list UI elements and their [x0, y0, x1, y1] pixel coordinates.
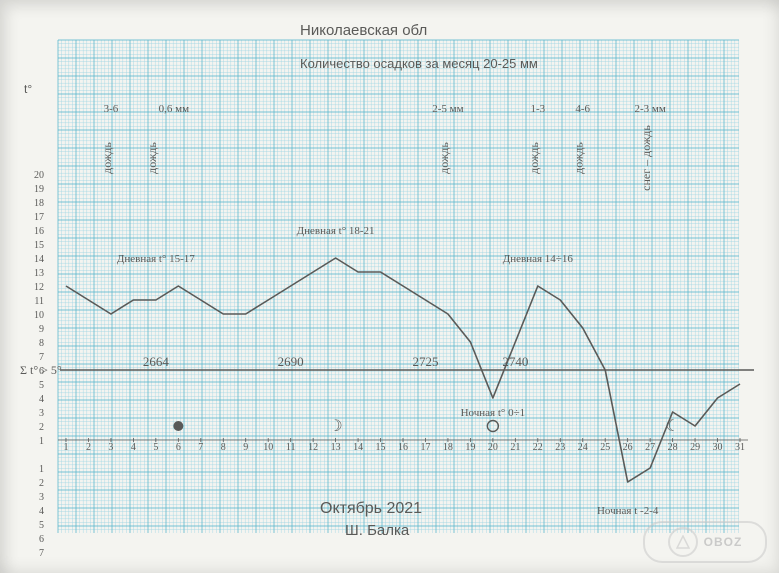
svg-text:9: 9	[39, 324, 44, 335]
svg-text:11: 11	[34, 296, 44, 307]
svg-text:0,6 мм: 0,6 мм	[159, 103, 189, 115]
svg-text:15: 15	[34, 240, 44, 251]
svg-text:20: 20	[488, 442, 498, 453]
svg-text:30: 30	[713, 442, 723, 453]
svg-text:2-5 мм: 2-5 мм	[432, 103, 463, 115]
svg-text:1-3: 1-3	[530, 103, 545, 115]
svg-text:дождь: дождь	[527, 142, 541, 174]
svg-text:13: 13	[34, 268, 44, 279]
svg-text:1: 1	[39, 464, 44, 475]
svg-text:16: 16	[398, 442, 408, 453]
svg-text:Σ t° > 5°: Σ t° > 5°	[20, 363, 62, 377]
svg-text:2: 2	[86, 442, 91, 453]
svg-text:23: 23	[555, 442, 565, 453]
svg-text:7: 7	[198, 442, 203, 453]
svg-text:27: 27	[645, 442, 655, 453]
svg-text:22: 22	[533, 442, 543, 453]
line-chart: 1234567891011121314151617181920123456712…	[0, 0, 779, 573]
svg-text:26: 26	[623, 442, 633, 453]
svg-text:17: 17	[34, 212, 44, 223]
svg-text:25: 25	[600, 442, 610, 453]
svg-text:6: 6	[176, 442, 181, 453]
svg-text:9: 9	[243, 442, 248, 453]
svg-text:7: 7	[39, 352, 44, 363]
svg-text:10: 10	[34, 310, 44, 321]
svg-text:7: 7	[39, 548, 44, 559]
svg-text:3: 3	[108, 442, 113, 453]
svg-text:снег – дождь: снег – дождь	[639, 125, 653, 191]
svg-text:12: 12	[34, 282, 44, 293]
svg-text:1: 1	[39, 436, 44, 447]
svg-text:дождь: дождь	[572, 142, 586, 174]
svg-text:13: 13	[331, 442, 341, 453]
svg-text:3: 3	[39, 408, 44, 419]
watermark-text: OBOZ	[704, 535, 743, 549]
svg-text:3: 3	[39, 492, 44, 503]
svg-text:5: 5	[153, 442, 158, 453]
svg-text:6: 6	[39, 534, 44, 545]
svg-text:3-6: 3-6	[104, 103, 119, 115]
svg-text:18: 18	[443, 442, 453, 453]
svg-text:5: 5	[39, 520, 44, 531]
svg-text:2: 2	[39, 478, 44, 489]
svg-text:21: 21	[510, 442, 520, 453]
svg-text:16: 16	[34, 226, 44, 237]
svg-text:Дневная t° 15-17: Дневная t° 15-17	[117, 253, 195, 265]
svg-text:31: 31	[735, 442, 745, 453]
svg-text:14: 14	[353, 442, 363, 453]
svg-text:4-6: 4-6	[575, 103, 590, 115]
svg-text:15: 15	[376, 442, 386, 453]
svg-text:8: 8	[221, 442, 226, 453]
svg-text:24: 24	[578, 442, 588, 453]
watermark-badge: OBOZ	[643, 521, 767, 563]
svg-text:2690: 2690	[278, 354, 304, 369]
svg-text:11: 11	[286, 442, 296, 453]
svg-text:19: 19	[34, 184, 44, 195]
svg-text:дождь: дождь	[100, 142, 114, 174]
svg-text:1: 1	[64, 442, 69, 453]
svg-text:14: 14	[34, 254, 44, 265]
svg-text:4: 4	[131, 442, 136, 453]
watermark-icon	[668, 527, 698, 557]
svg-text:2725: 2725	[412, 354, 438, 369]
svg-text:4: 4	[39, 394, 44, 405]
svg-text:Ночная t -2-4: Ночная t -2-4	[597, 505, 659, 517]
svg-text:10: 10	[263, 442, 273, 453]
svg-text:12: 12	[308, 442, 318, 453]
svg-text:17: 17	[420, 442, 430, 453]
svg-text:Дневная 14÷16: Дневная 14÷16	[503, 253, 574, 265]
svg-text:28: 28	[668, 442, 678, 453]
svg-text:2664: 2664	[143, 354, 170, 369]
svg-text:19: 19	[465, 442, 475, 453]
graph-paper: Николаевская обл Количество осадков за м…	[0, 0, 779, 573]
svg-text:дождь: дождь	[145, 142, 159, 174]
svg-text:8: 8	[39, 338, 44, 349]
svg-text:20: 20	[34, 170, 44, 181]
svg-text:2-3 мм: 2-3 мм	[634, 103, 665, 115]
svg-text:2: 2	[39, 422, 44, 433]
svg-text:18: 18	[34, 198, 44, 209]
svg-text:Дневная t° 18-21: Дневная t° 18-21	[297, 225, 375, 237]
svg-text:дождь: дождь	[437, 142, 451, 174]
svg-text:5: 5	[39, 380, 44, 391]
svg-text:Ночная t° 0÷1: Ночная t° 0÷1	[461, 407, 526, 419]
svg-text:☽: ☽	[328, 418, 342, 435]
svg-text:☾: ☾	[665, 418, 679, 435]
svg-text:29: 29	[690, 442, 700, 453]
svg-text:4: 4	[39, 506, 44, 517]
